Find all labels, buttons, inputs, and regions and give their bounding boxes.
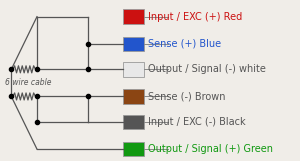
FancyBboxPatch shape [122, 37, 144, 51]
Text: Input / EXC (+) Red: Input / EXC (+) Red [148, 12, 242, 22]
Text: Sense (-) Brown: Sense (-) Brown [148, 91, 226, 101]
FancyBboxPatch shape [122, 142, 144, 156]
FancyBboxPatch shape [122, 9, 144, 24]
FancyBboxPatch shape [122, 89, 144, 104]
FancyBboxPatch shape [122, 62, 144, 76]
Text: Input / EXC (-) Black: Input / EXC (-) Black [148, 117, 246, 127]
Text: Output / Signal (+) Green: Output / Signal (+) Green [148, 144, 273, 154]
Text: 6 wire cable: 6 wire cable [5, 78, 52, 87]
Text: Sense (+) Blue: Sense (+) Blue [148, 39, 221, 49]
FancyBboxPatch shape [122, 115, 144, 129]
Text: Output / Signal (-) white: Output / Signal (-) white [148, 64, 266, 74]
